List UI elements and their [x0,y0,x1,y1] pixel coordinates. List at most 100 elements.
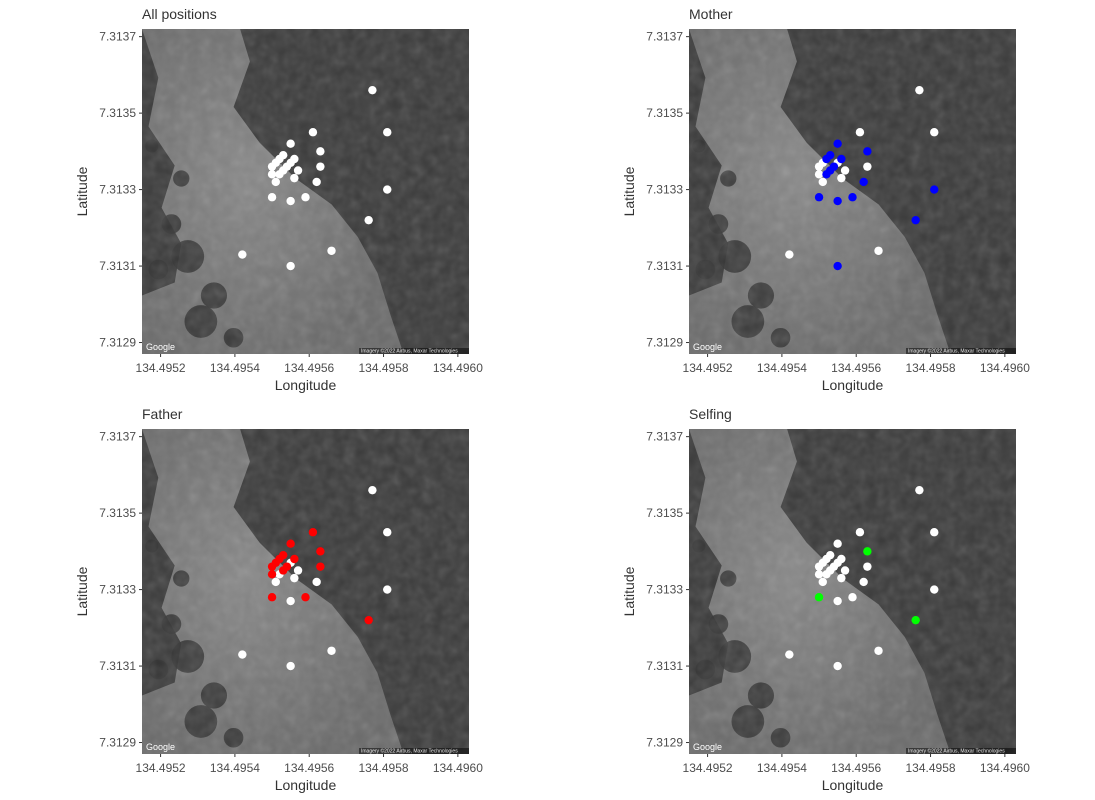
x-tick-label: 134.4958 [906,761,956,775]
y-tick-label: 7.3133 [99,583,136,597]
y-axis-title: Latitude [621,166,637,216]
x-tick-label: 134.4952 [136,761,186,775]
data-point [848,593,857,602]
mother-point [930,185,939,194]
data-point [785,250,794,259]
mother-point [837,154,846,164]
x-tick-label: 134.4960 [433,361,483,375]
father-point [279,566,288,575]
data-point [818,177,827,187]
x-tick-label: 134.4958 [359,761,409,775]
data-point [383,128,392,137]
y-tick-label: 7.3129 [646,336,683,350]
y-tick-label: 7.3137 [646,30,683,44]
data-point [833,539,842,548]
map-background [142,29,469,354]
data-point [930,528,939,537]
data-point [308,128,318,137]
data-point [833,661,842,671]
data-point [293,566,303,575]
x-tick-label: 134.4960 [433,761,483,775]
y-tick-label: 7.3129 [99,336,136,350]
data-point [863,162,872,171]
data-point [814,562,824,571]
y-tick-label: 7.3135 [99,106,136,120]
data-point [915,85,924,95]
y-tick-label: 7.3137 [646,430,683,444]
mother-point [822,170,831,179]
x-tick-label: 134.4952 [683,361,733,375]
data-point [383,528,392,537]
panel-title: Selfing [689,406,732,422]
father-point [267,570,277,579]
map-attribution: Imagery ©2022 Airbus, Maxar Technologies [361,748,458,755]
mother-point [814,193,824,202]
google-logo: Google [146,742,175,752]
data-point [818,577,827,587]
data-point [383,185,392,194]
data-point [837,173,846,183]
x-axis-title: Longitude [822,377,884,393]
x-tick-label: 134.4956 [284,361,334,375]
data-point [930,585,939,594]
data-point [837,573,846,583]
father-point [316,547,325,556]
data-point [286,196,295,206]
data-point [271,577,280,587]
data-point [238,250,247,259]
y-tick-label: 7.3133 [646,583,683,597]
data-point [286,158,295,168]
data-point [267,170,277,179]
map-background [689,429,1016,754]
data-point [814,170,824,179]
data-point [286,139,295,148]
mother-point [833,261,842,271]
y-axis-title: Latitude [74,566,90,616]
data-point [293,166,303,175]
y-tick-label: 7.3137 [99,30,136,44]
data-point [840,166,850,175]
father-point [308,528,318,537]
data-point [286,261,295,271]
y-tick-label: 7.3131 [99,659,136,673]
map-background [689,29,1016,354]
x-tick-label: 134.4958 [359,361,409,375]
data-point [327,246,336,255]
data-point [327,646,336,655]
panel-title: All positions [142,6,217,22]
x-tick-label: 134.4954 [210,761,260,775]
mother-point [833,139,842,148]
x-tick-label: 134.4952 [683,761,733,775]
data-point [785,650,794,659]
data-point [312,577,321,587]
y-tick-label: 7.3129 [99,736,136,750]
data-point [915,485,924,495]
data-point [312,177,321,187]
y-tick-label: 7.3135 [99,506,136,520]
selfing-point [863,547,872,556]
data-point [271,177,280,187]
data-point [855,528,865,537]
x-tick-label: 134.4956 [284,761,334,775]
data-point [267,162,277,171]
data-point [930,128,939,137]
map-background [142,429,469,754]
data-point [814,162,824,171]
mother-point [863,147,872,156]
father-point [267,562,277,571]
data-point [840,566,850,575]
father-point [301,593,310,602]
data-point [874,246,883,255]
data-point [301,193,310,202]
data-point [859,577,868,587]
y-tick-label: 7.3131 [646,259,683,273]
x-tick-label: 134.4954 [210,361,260,375]
data-point [275,170,284,179]
x-tick-label: 134.4952 [136,361,186,375]
data-point [290,573,299,583]
data-point [833,596,842,606]
x-tick-label: 134.4960 [980,761,1030,775]
data-point [833,558,842,568]
x-tick-label: 134.4956 [831,361,881,375]
data-point [286,661,295,671]
